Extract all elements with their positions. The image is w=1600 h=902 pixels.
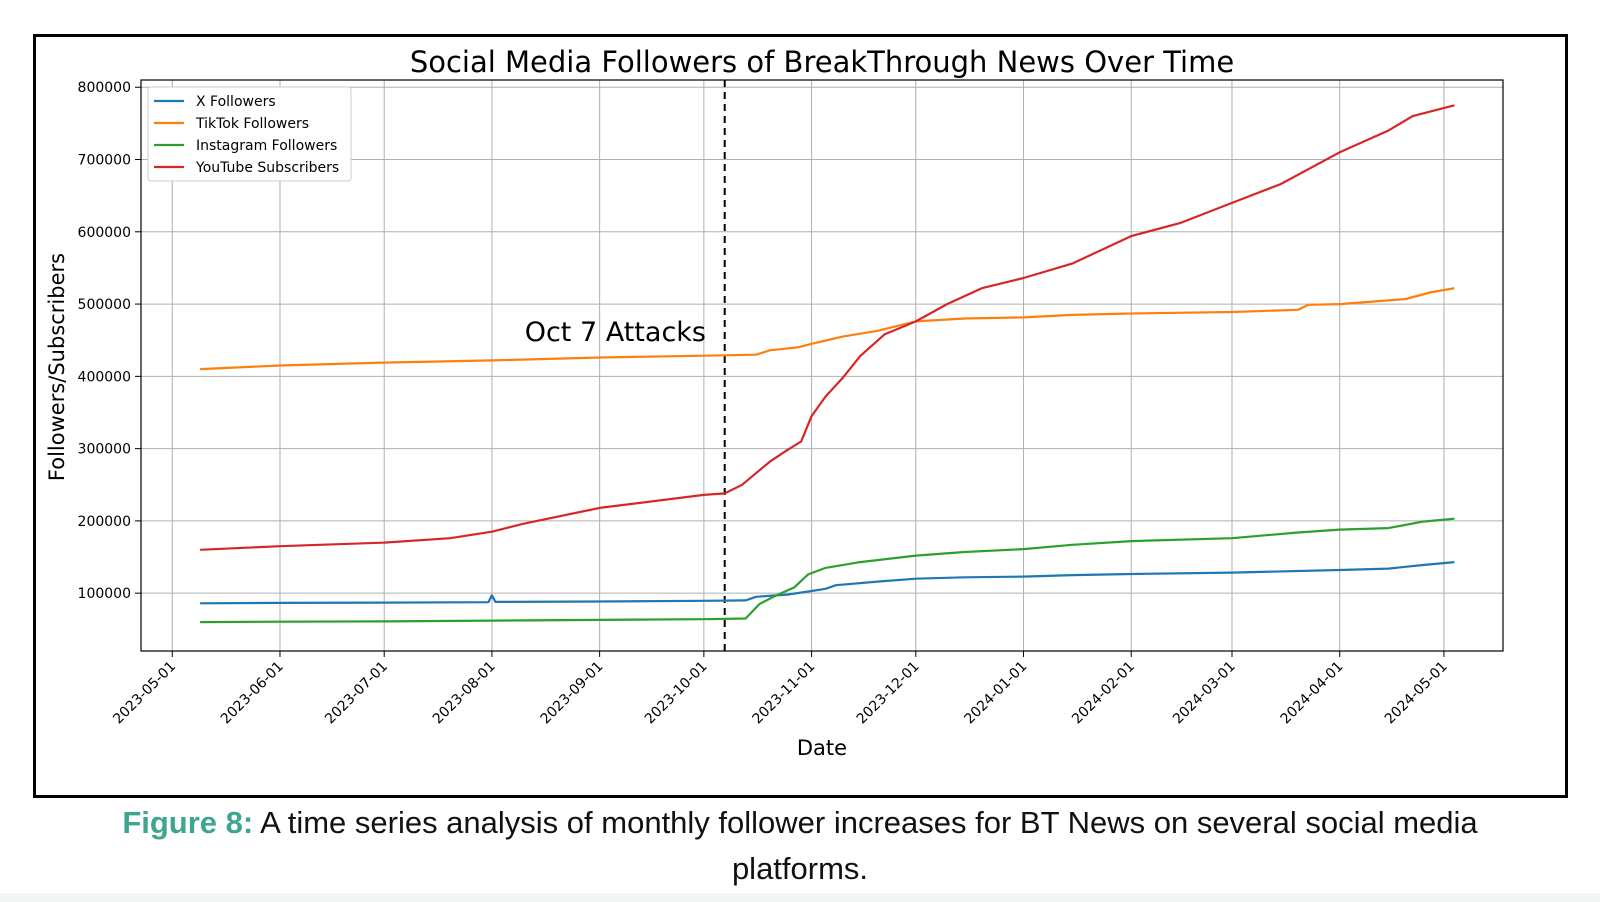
x-tick-label: 2024-01-01 [961, 659, 1030, 728]
caption-line-1: Figure 8: A time series analysis of mont… [0, 800, 1600, 846]
y-tick-label: 200000 [78, 514, 131, 530]
x-tick-label: 2024-03-01 [1170, 659, 1239, 728]
x-tick-label: 2023-10-01 [642, 659, 711, 728]
grid-lines [141, 80, 1503, 651]
x-tick-label: 2024-05-01 [1382, 659, 1451, 728]
y-axis-ticks: 100000 200000 300000 400000 500000 600000 7000… [78, 80, 141, 602]
legend-label: X Followers [196, 94, 276, 110]
legend-box [147, 86, 352, 182]
page-bottom-strip [0, 893, 1600, 902]
figure-caption: Figure 8: A time series analysis of mont… [0, 800, 1600, 892]
chart-title: Social Media Followers of BreakThrough N… [410, 45, 1234, 79]
figure-frame: 100000 200000 300000 400000 500000 600000 7000… [33, 34, 1568, 798]
x-tick-label: 2023-12-01 [854, 659, 923, 728]
caption-line-2: platforms. [731, 851, 869, 886]
series-tiktok-followers-line [200, 287, 1455, 371]
chart: 100000 200000 300000 400000 500000 600000 7000… [45, 45, 1504, 760]
y-tick-label: 100000 [78, 586, 131, 602]
plot-area-border [140, 79, 1504, 652]
x-tick-label: 2023-08-01 [430, 659, 499, 728]
y-tick-label: 300000 [78, 442, 131, 458]
legend-label: YouTube Subscribers [195, 160, 339, 176]
figure-label: Figure 8: [122, 805, 254, 840]
series-lines [200, 104, 1455, 624]
legend-label: Instagram Followers [196, 138, 337, 154]
y-tick-label: 400000 [78, 369, 131, 385]
series-x-followers-line [200, 561, 1455, 605]
y-tick-label: 500000 [78, 297, 131, 313]
x-tick-label: 2023-07-01 [322, 659, 391, 728]
y-tick-label: 800000 [78, 80, 131, 96]
x-tick-label: 2023-09-01 [538, 659, 607, 728]
x-tick-label: 2024-02-01 [1069, 659, 1138, 728]
x-tick-label: 2023-11-01 [750, 659, 819, 728]
caption-text: A time series analysis of monthly follow… [260, 805, 1478, 840]
y-axis-label: Followers/Subscribers [45, 253, 69, 481]
x-axis-label: Date [797, 736, 847, 760]
series-instagram-followers-line [200, 517, 1455, 624]
x-tick-label: 2023-06-01 [218, 659, 287, 728]
series-youtube-subscribers-line [200, 104, 1455, 551]
x-tick-label: 2023-05-01 [110, 659, 179, 728]
x-axis-ticks: 2023-05-01 2023-06-01 2023-07-01 2023-08-01… [110, 651, 1451, 727]
x-tick-label: 2024-04-01 [1278, 659, 1347, 728]
y-tick-label: 700000 [78, 153, 131, 169]
legend-label: TikTok Followers [195, 116, 309, 132]
legend: X Followers TikTok Followers Instagram Fol… [147, 86, 352, 182]
y-tick-label: 600000 [78, 225, 131, 241]
annotation-oct7: Oct 7 Attacks [525, 317, 706, 348]
